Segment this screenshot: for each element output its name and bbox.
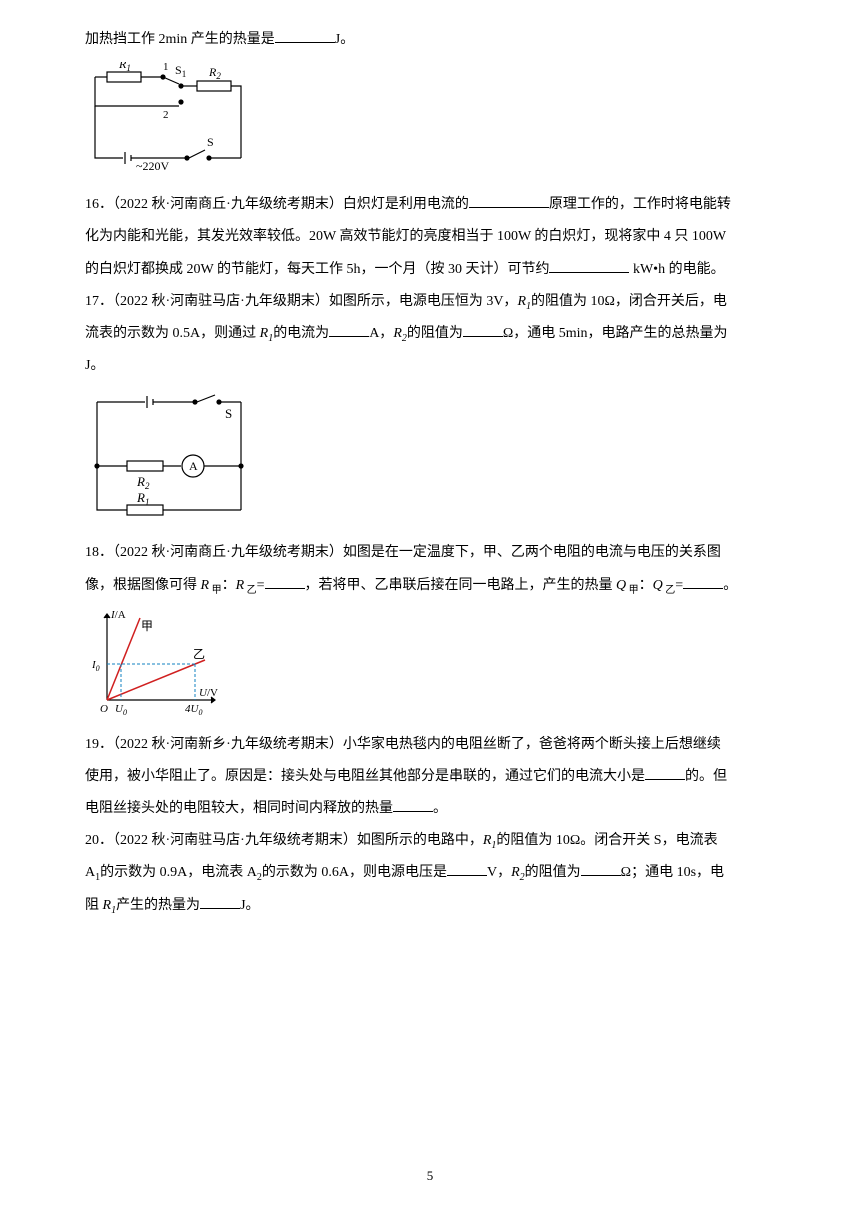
svg-text:~220V: ~220V (136, 159, 170, 173)
svg-text:乙: 乙 (193, 647, 205, 661)
svg-text:1: 1 (163, 62, 169, 73)
blank-19-1 (645, 764, 685, 780)
q20-line1: 20．（2022 秋·河南驻马店·九年级统考期末）如图所示的电路中，R1的阻值为… (85, 825, 775, 857)
blank-16-1 (469, 192, 549, 208)
q16-line1: 16．（2022 秋·河南商丘·九年级统考期末）白炽灯是利用电流的原理工作的，工… (85, 189, 775, 221)
svg-text:R2: R2 (208, 65, 221, 81)
svg-text:A: A (189, 459, 198, 473)
svg-text:S: S (207, 135, 214, 149)
q19-line1: 19．（2022 秋·河南新乡·九年级统考期末）小华家电热毯内的电阻丝断了，爸爸… (85, 729, 775, 761)
blank-18-2 (683, 573, 723, 589)
q20-line3: 阻 R1产生的热量为J。 (85, 890, 775, 922)
svg-text:O: O (100, 703, 108, 715)
line-1: 加热挡工作 2min 产生的热量是 J。 (85, 24, 775, 56)
svg-text:S1: S1 (175, 63, 186, 79)
blank-17-1 (329, 321, 369, 337)
svg-text:甲: 甲 (141, 619, 153, 633)
blank-17-2 (463, 321, 503, 337)
q17-line1: 17．（2022 秋·河南驻马店·九年级期末）如图所示，电源电压恒为 3V，R1… (85, 286, 775, 318)
svg-text:I/A: I/A (110, 609, 126, 621)
svg-text:U0: U0 (115, 703, 127, 717)
circuit-diagram-2: S A R2 R1 (85, 388, 775, 531)
blank-20-3 (200, 893, 240, 909)
blank-20-1 (447, 860, 487, 876)
q19-line2: 使用，被小华阻止了。原因是：接头处与电阻丝其他部分是串联的，通过它们的电流大小是… (85, 761, 775, 793)
blank-20-2 (581, 860, 621, 876)
q16-line3: 的白炽灯都换成 20W 的节能灯，每天工作 5h，一个月（按 30 天计）可节约… (85, 254, 775, 286)
blank-19-2 (393, 796, 433, 812)
blank-16-2 (549, 257, 629, 273)
iv-graph: I/A 甲 乙 I0 O U0 4U0 U/V (85, 608, 775, 723)
svg-text:2: 2 (163, 109, 169, 121)
blank-1 (275, 27, 335, 43)
circuit-diagram-1: R1 1 S1 R2 2 S ~220V (85, 62, 775, 183)
q19-line3: 电阻丝接头处的电阻较大，相同时间内释放的热量。 (85, 793, 775, 825)
q18-line1: 18．（2022 秋·河南商丘·九年级统考期末）如图是在一定温度下，甲、乙两个电… (85, 537, 775, 569)
q16-line2: 化为内能和光能，其发光效率较低。20W 高效节能灯的亮度相当于 100W 的白炽… (85, 221, 775, 253)
page-number: 5 (427, 1168, 434, 1184)
blank-18-1 (265, 573, 305, 589)
q17-line3: J。 (85, 350, 775, 382)
svg-text:R1: R1 (118, 62, 131, 73)
line1-suffix: J。 (335, 32, 354, 47)
q18-line2: 像，根据图像可得 R 甲：R 乙=，若将甲、乙串联后接在同一电路上，产生的热量 … (85, 570, 775, 602)
svg-text:R2: R2 (136, 474, 150, 491)
q17-line2: 流表的示数为 0.5A，则通过 R1的电流为A，R2的阻值为Ω，通电 5min，… (85, 318, 775, 350)
svg-text:4U0: 4U0 (185, 703, 202, 717)
svg-text:R1: R1 (136, 490, 149, 507)
q20-line2: A1的示数为 0.9A，电流表 A2的示数为 0.6A，则电源电压是V，R2的阻… (85, 857, 775, 889)
svg-text:S: S (225, 406, 232, 421)
line1-text: 加热挡工作 2min 产生的热量是 (85, 32, 275, 47)
svg-text:U/V: U/V (199, 687, 218, 699)
svg-text:I0: I0 (91, 659, 100, 673)
